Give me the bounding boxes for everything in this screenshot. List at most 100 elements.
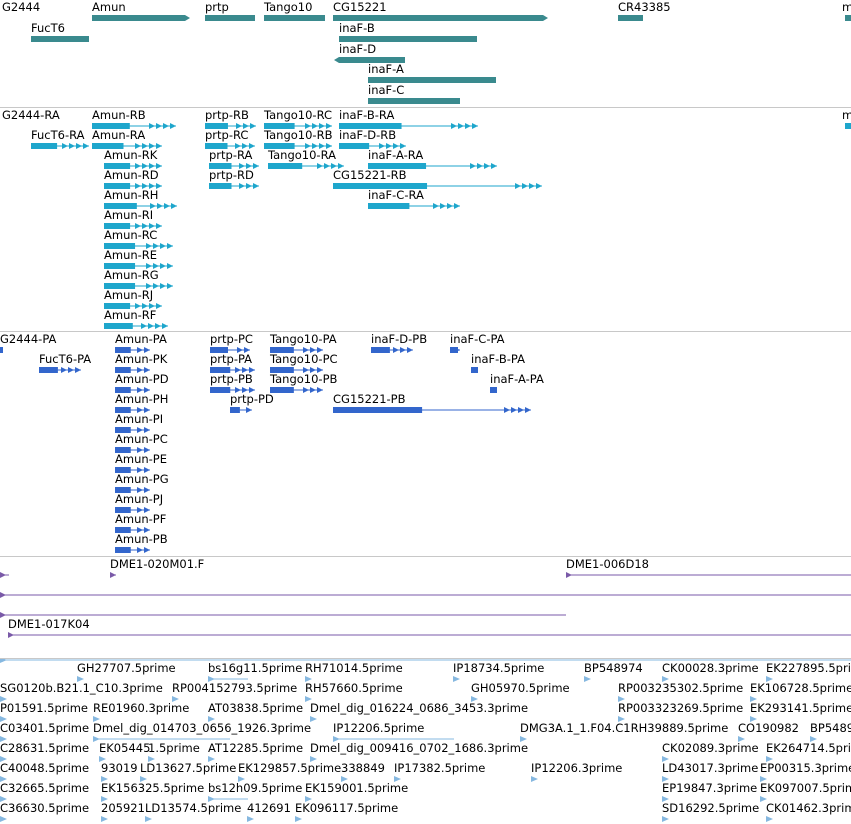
feature-label[interactable]: Amun-PJ: [115, 492, 164, 506]
feature-label[interactable]: SG0120b.B21.1_C10.3prime: [0, 681, 163, 695]
c40048-5prime-feature[interactable]: [0, 776, 7, 782]
feature-label[interactable]: EK05445: [99, 741, 151, 755]
feature-label[interactable]: GH05970.5prime: [471, 681, 570, 695]
feature-label[interactable]: EK096117.5prime: [295, 801, 399, 815]
feature-label[interactable]: Amun-RC: [104, 228, 158, 242]
gh27707-5prime-feature[interactable]: [77, 676, 84, 682]
rp003323269-5prime-feature[interactable]: [618, 716, 625, 722]
ip12206-3prime-feature[interactable]: [531, 776, 538, 782]
93019-feature[interactable]: [101, 776, 108, 782]
feature-label[interactable]: inaF-B: [339, 21, 375, 35]
feature-label[interactable]: Amun-PE: [115, 452, 167, 466]
feature-label[interactable]: Amun-PI: [115, 412, 164, 426]
feature-label[interactable]: Amun-RG: [104, 268, 159, 282]
amun-rf-feature[interactable]: [104, 323, 168, 329]
feature-label[interactable]: IP18734.5prime: [453, 661, 545, 675]
feature-label[interactable]: EK264714.5prime: [766, 741, 851, 755]
amun-rg-feature[interactable]: [104, 283, 173, 289]
feature-label[interactable]: inaF-C-RA: [368, 188, 424, 202]
feature-label[interactable]: prtp-PA: [210, 352, 253, 366]
feature-label[interactable]: Tango10-RB: [264, 128, 333, 142]
feature-label[interactable]: inaF-C: [368, 83, 405, 97]
ld43017-3prime-feature[interactable]: [662, 776, 669, 782]
amun-ra-feature[interactable]: [92, 143, 162, 149]
dme1-006d18-feature[interactable]: [566, 572, 851, 578]
feature-label[interactable]: Tango10-RC: [264, 108, 333, 122]
feature-label[interactable]: IP17382.5prime: [394, 761, 486, 775]
prtp-pd-feature[interactable]: [230, 407, 252, 413]
feature-label[interactable]: 338849: [341, 761, 385, 775]
feature-label[interactable]: CO190982: [738, 721, 799, 735]
feature-label[interactable]: C28631.5prime: [0, 741, 90, 755]
feature-label[interactable]: inaF-B-PA: [471, 352, 525, 366]
cg15221-rb-feature[interactable]: [333, 183, 542, 189]
feature-label[interactable]: Amun-RF: [104, 308, 157, 322]
feature-label[interactable]: 93019: [101, 761, 138, 775]
feature-label[interactable]: Amun-RD: [104, 168, 159, 182]
feature-label[interactable]: Tango10: [264, 0, 313, 14]
dmel-dig-016224-0686-3453-3prime-feature[interactable]: [310, 716, 317, 722]
m-feature[interactable]: [845, 15, 851, 21]
inaf-a-feature[interactable]: [368, 77, 496, 83]
feature-label[interactable]: Dmel_dig_014703_0656_1926.3prime: [93, 721, 312, 735]
ep19847-3prime-feature[interactable]: [662, 796, 669, 802]
cg15221-feature[interactable]: [333, 15, 548, 21]
feature-label[interactable]: Amun-PH: [115, 392, 169, 406]
feature-label[interactable]: Dmel_dig_009416_0702_1686.3prime: [310, 741, 529, 755]
at03838-5prime-feature[interactable]: [208, 716, 215, 722]
412691-feature[interactable]: [247, 816, 254, 822]
feature-label[interactable]: LD13627.5prime: [140, 761, 237, 775]
feature-label[interactable]: Amun-RA: [92, 128, 146, 142]
feature-label[interactable]: EK227895.5prime: [766, 661, 851, 675]
feature-label[interactable]: inaF-A-RA: [368, 148, 424, 162]
fuct6-feature[interactable]: [31, 36, 89, 42]
feature-label[interactable]: bs12h09.5prime: [208, 781, 303, 795]
feature-label[interactable]: EP19847.3prime: [662, 781, 758, 795]
feature-label[interactable]: Tango10-PB: [270, 372, 338, 386]
feature-label[interactable]: DMG3A.1_1.F04.C1RH39889.5prime: [520, 721, 729, 735]
inaf-b-feature[interactable]: [339, 36, 477, 42]
feature-label[interactable]: prtp-PC: [210, 332, 253, 346]
c28631-5prime-feature[interactable]: [0, 756, 7, 762]
feature-label[interactable]: FucT6: [31, 21, 65, 35]
feature-label[interactable]: m: [842, 0, 851, 14]
unlabeled-feature[interactable]: [0, 592, 851, 598]
feature-label[interactable]: CG15221-RB: [333, 168, 407, 182]
feature-label[interactable]: Tango10-PC: [270, 352, 338, 366]
feature-label[interactable]: CG15221-PB: [333, 392, 406, 406]
feature-label[interactable]: AT03838.5prime: [208, 701, 304, 715]
tango10-rc-feature[interactable]: [264, 123, 332, 129]
inaf-c-ra-feature[interactable]: [368, 203, 460, 209]
feature-label[interactable]: RP003235302.5prime: [618, 681, 744, 695]
feature-label[interactable]: DME1-020M01.F: [110, 557, 205, 571]
feature-label[interactable]: 1.5prime: [148, 741, 200, 755]
ck01462-3prime-feature[interactable]: [766, 816, 773, 822]
feature-label[interactable]: EK129857.5prime: [238, 761, 342, 775]
amun-feature[interactable]: [92, 15, 190, 21]
amun-rk-feature[interactable]: [104, 163, 162, 169]
feature-label[interactable]: AT12285.5prime: [208, 741, 304, 755]
amun-pa-feature[interactable]: [115, 347, 150, 353]
feature-label[interactable]: RH57660.5prime: [305, 681, 403, 695]
inaf-c-pa-feature[interactable]: [450, 347, 460, 353]
1-5prime-feature[interactable]: [148, 756, 155, 762]
feature-label[interactable]: Amun-RH: [104, 188, 159, 202]
amun-rb-feature[interactable]: [92, 123, 176, 129]
cr43385-feature[interactable]: [618, 15, 643, 21]
amun-pb-feature[interactable]: [115, 547, 150, 553]
ck00028-3prime-feature[interactable]: [662, 676, 669, 682]
feature-label[interactable]: inaF-A: [368, 62, 404, 76]
ek097007-5prime-feature[interactable]: [760, 796, 767, 802]
feature-label[interactable]: prtp-RB: [205, 108, 249, 122]
feature-label[interactable]: DME1-017K04: [8, 617, 90, 631]
tango10-feature[interactable]: [264, 15, 325, 21]
rp004152793-5prime-feature[interactable]: [172, 696, 179, 702]
feature-label[interactable]: prtp: [205, 0, 229, 14]
inaf-d-pb-feature[interactable]: [371, 347, 413, 353]
feature-label[interactable]: IP12206.3prime: [531, 761, 623, 775]
feature-label[interactable]: inaF-D-PB: [371, 332, 428, 346]
rp003235302-5prime-feature[interactable]: [618, 696, 625, 702]
amun-ri-feature[interactable]: [104, 223, 162, 229]
sd16292-5prime-feature[interactable]: [662, 816, 669, 822]
inaf-a-ra-feature[interactable]: [368, 163, 497, 169]
